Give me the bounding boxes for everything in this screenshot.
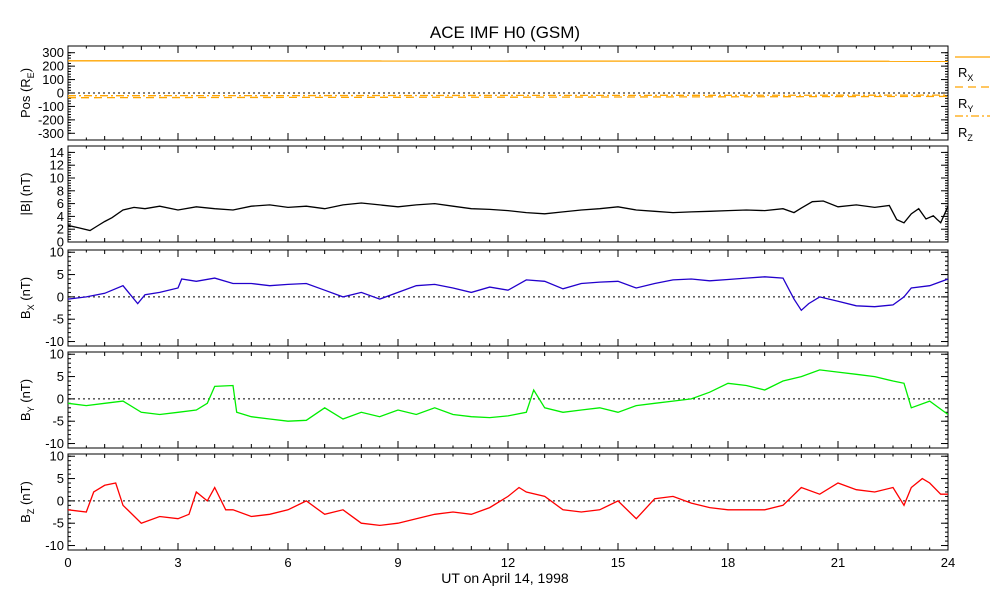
y-tick-label: -5 xyxy=(52,414,64,429)
y-tick-label: 8 xyxy=(57,183,64,198)
y-axis-label: BY (nT) xyxy=(18,379,36,421)
x-tick-label: 9 xyxy=(394,555,401,570)
y-tick-label: -5 xyxy=(52,312,64,327)
x-tick-label: 24 xyxy=(941,555,955,570)
y-tick-label: 10 xyxy=(50,347,64,362)
series-line-rx xyxy=(68,60,948,62)
panel-bx: 10 5 0 -5 -10 BX (nT) xyxy=(18,245,949,349)
y-tick-label: 0 xyxy=(57,235,64,250)
series-line-rz xyxy=(68,94,948,97)
x-axis-tick-labels: 0 3 6 9 12 15 18 21 24 xyxy=(64,555,955,570)
y-axis-label: BZ (nT) xyxy=(18,481,36,523)
y-tick-label: -200 xyxy=(38,112,64,127)
x-tick-label: 3 xyxy=(174,555,181,570)
panel-frame xyxy=(67,145,949,243)
y-tick-label: 12 xyxy=(50,158,64,173)
legend-label: RY xyxy=(958,96,973,114)
y-tick-label: -5 xyxy=(52,516,64,531)
legend-label: RZ xyxy=(958,125,973,143)
x-tick-label: 6 xyxy=(284,555,291,570)
panel-bz: 10 5 0 -5 -10 BZ (nT) xyxy=(18,449,949,553)
y-tick-label: 100 xyxy=(42,72,64,87)
y-tick-label: 5 xyxy=(57,267,64,282)
y-axis-label: BX (nT) xyxy=(18,277,36,319)
y-tick-label: 4 xyxy=(57,209,64,224)
panel-by: 10 5 0 -5 -10 BY (nT) xyxy=(18,347,949,451)
x-tick-label: 12 xyxy=(501,555,515,570)
y-tick-label: 6 xyxy=(57,196,64,211)
y-tick-label: -10 xyxy=(45,334,64,349)
panel-frame xyxy=(67,351,949,449)
series-line-by xyxy=(68,369,948,422)
y-axis-label: Pos (RE) xyxy=(18,68,36,118)
y-tick-label: -300 xyxy=(38,126,64,141)
panel-frame xyxy=(67,249,949,347)
y-tick-label: 0 xyxy=(57,391,64,406)
y-tick-label: 5 xyxy=(57,471,64,486)
x-axis-label: UT on April 14, 1998 xyxy=(441,570,569,586)
x-tick-label: 21 xyxy=(831,555,845,570)
legend-label: RX xyxy=(958,65,973,83)
y-tick-label: -10 xyxy=(45,538,64,553)
y-tick-label: 0 xyxy=(57,289,64,304)
y-tick-label: 0 xyxy=(57,86,64,101)
y-tick-label: 200 xyxy=(42,59,64,74)
y-tick-label: 10 xyxy=(50,171,64,186)
y-tick-label: 10 xyxy=(50,449,64,464)
y-tick-label: 2 xyxy=(57,222,64,237)
y-tick-label: 5 xyxy=(57,369,64,384)
series-line-bz xyxy=(68,477,948,527)
y-tick-label: -100 xyxy=(38,99,64,114)
series-line-ry xyxy=(68,95,948,99)
x-tick-label: 18 xyxy=(721,555,735,570)
y-tick-label: 14 xyxy=(50,145,64,160)
series-line-bmag xyxy=(68,200,948,232)
panel-frame xyxy=(67,453,949,551)
chart-title: ACE IMF H0 (GSM) xyxy=(430,23,580,42)
y-tick-label: -10 xyxy=(45,436,64,451)
series-line-bx xyxy=(68,276,948,312)
y-axis-label: |B| (nT) xyxy=(18,173,33,216)
y-tick-label: 300 xyxy=(42,45,64,60)
x-tick-label: 0 xyxy=(64,555,71,570)
y-tick-label: 0 xyxy=(57,493,64,508)
y-tick-label: 10 xyxy=(50,245,64,260)
x-tick-label: 15 xyxy=(611,555,625,570)
